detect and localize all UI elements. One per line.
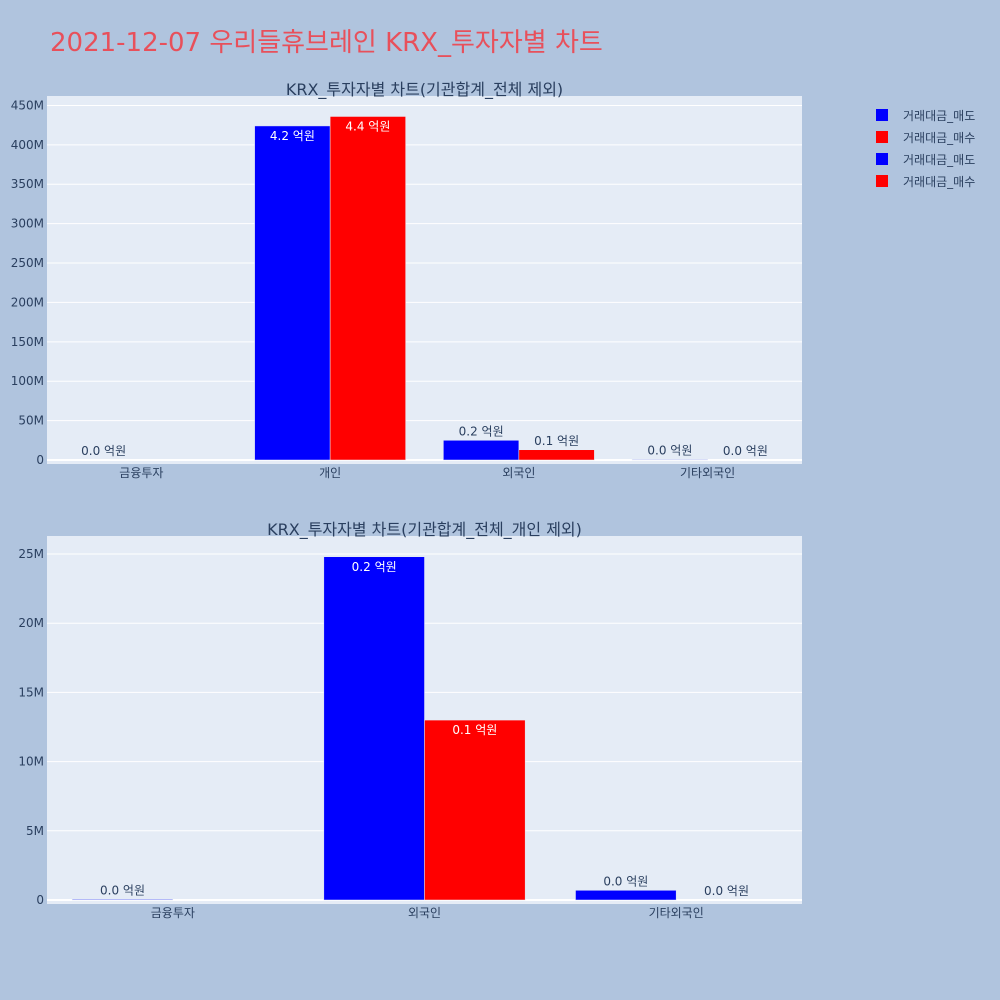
bar bbox=[443, 440, 520, 461]
y-tick-label: 5M bbox=[26, 824, 44, 838]
chart-panel-2: 0 5M 10M 15M 20M 25M KRX_투자자별 차트(기관합계_전체_개인 제외… bbox=[18, 520, 802, 920]
bar-label: 4.4 억원 bbox=[345, 119, 390, 133]
legend-swatch bbox=[876, 175, 888, 187]
x-tick-label: 개인 bbox=[319, 466, 341, 480]
legend-swatch bbox=[876, 153, 888, 165]
plot-area bbox=[47, 96, 802, 464]
x-tick-label: 기타외국인 bbox=[649, 906, 704, 920]
page-title: 2021-12-07 우리들휴브레인 KRX_투자자별 차트 bbox=[50, 28, 603, 58]
y-tick-label: 400M bbox=[11, 138, 44, 152]
bar-label: 0.2 억원 bbox=[352, 560, 397, 574]
y-tick-label: 150M bbox=[11, 335, 44, 349]
bar-label: 0.1 억원 bbox=[452, 723, 497, 737]
subplot-title: KRX_투자자별 차트(기관합계_전체 제외) bbox=[286, 80, 563, 100]
y-tick-label: 300M bbox=[11, 217, 44, 231]
x-tick-label: 외국인 bbox=[408, 906, 441, 920]
bar bbox=[323, 556, 425, 901]
y-tick-label: 350M bbox=[11, 177, 44, 191]
legend-item-label: 거래대금_매수 bbox=[903, 175, 975, 189]
y-tick-label: 450M bbox=[11, 98, 44, 112]
legend-swatch bbox=[876, 109, 888, 121]
bar-label: 0.1 억원 bbox=[534, 434, 579, 448]
y-tick-label: 20M bbox=[18, 616, 44, 630]
legend-swatch bbox=[876, 131, 888, 143]
legend-item-label: 거래대금_매도 bbox=[903, 109, 975, 123]
bar bbox=[254, 125, 331, 461]
subplot-title: KRX_투자자별 차트(기관합계_전체_개인 제외) bbox=[267, 520, 582, 540]
bar bbox=[631, 459, 708, 461]
bar-label: 0.0 억원 bbox=[704, 884, 749, 898]
bar-label: 0.0 억원 bbox=[723, 444, 768, 458]
bar bbox=[71, 899, 174, 901]
x-tick-label: 기타외국인 bbox=[680, 466, 735, 480]
legend-item-label: 거래대금_매도 bbox=[903, 153, 975, 167]
bar-label: 0.2 억원 bbox=[459, 424, 504, 438]
y-tick-label: 50M bbox=[18, 414, 44, 428]
bar bbox=[424, 719, 526, 901]
y-tick-label: 200M bbox=[11, 295, 44, 309]
y-tick-label: 25M bbox=[18, 547, 44, 561]
bar-label: 0.0 억원 bbox=[100, 883, 145, 897]
x-tick-label: 금융투자 bbox=[151, 906, 195, 920]
bar bbox=[329, 116, 406, 461]
bar-label: 0.0 억원 bbox=[603, 874, 648, 888]
bar-label: 0.0 억원 bbox=[81, 444, 126, 458]
y-tick-label: 0 bbox=[36, 893, 44, 907]
x-tick-label: 금융투자 bbox=[119, 466, 163, 480]
bar-label: 4.2 억원 bbox=[270, 129, 315, 143]
y-tick-label: 0 bbox=[36, 453, 44, 467]
x-tick-label: 외국인 bbox=[502, 466, 535, 480]
bar-label: 0.0 억원 bbox=[647, 443, 692, 457]
bar bbox=[575, 890, 677, 901]
y-tick-label: 250M bbox=[11, 256, 44, 270]
y-tick-label: 15M bbox=[18, 685, 44, 699]
y-tick-label: 100M bbox=[11, 374, 44, 388]
legend-item-label: 거래대금_매수 bbox=[903, 131, 975, 145]
bar bbox=[518, 449, 595, 461]
chart-panel-1: 0 50M 100M 150M 200M 250M 300M 350M 400M 450M KRX_… bbox=[11, 80, 802, 480]
y-tick-label: 10M bbox=[18, 755, 44, 769]
